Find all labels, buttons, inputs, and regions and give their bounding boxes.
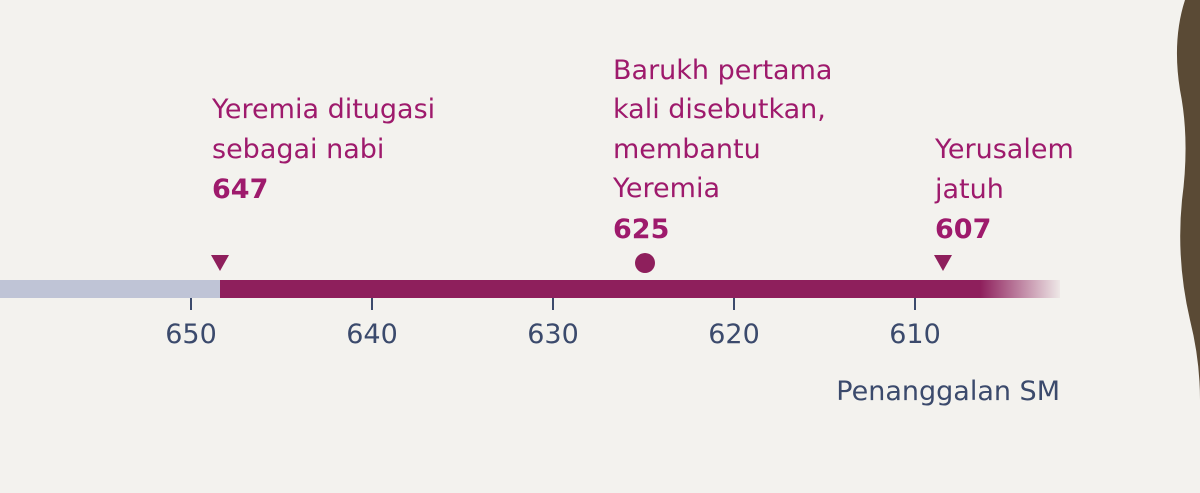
event-year: 607 [935, 214, 991, 245]
event-label: membantu [613, 134, 761, 165]
event-year: 625 [613, 214, 669, 245]
tick-marks [190, 298, 916, 310]
event-label: Yerusalem [934, 134, 1074, 165]
event-label: kali disebutkan, [613, 94, 826, 125]
event-marker [934, 255, 952, 271]
tick-label: 620 [708, 319, 760, 350]
event-label: sebagai nabi [212, 134, 384, 165]
event-label: jatuh [934, 174, 1004, 205]
event-marker [211, 255, 229, 271]
axis-label: Penanggalan SM [836, 376, 1060, 407]
event-label: Barukh pertama [613, 55, 832, 86]
tick-label: 630 [527, 319, 579, 350]
event-marker [635, 253, 655, 273]
tick-label: 650 [165, 319, 217, 350]
decoration [1176, 0, 1200, 400]
timeline-bar-before [0, 280, 220, 298]
event-label: Yeremia ditugasi [211, 94, 435, 125]
timeline-bar [220, 280, 980, 298]
tick-label: 610 [889, 319, 941, 350]
tick-label: 640 [346, 319, 398, 350]
event-label: Yeremia [612, 173, 720, 204]
event-year: 647 [212, 174, 268, 205]
timeline-bar-fade [980, 280, 1060, 298]
